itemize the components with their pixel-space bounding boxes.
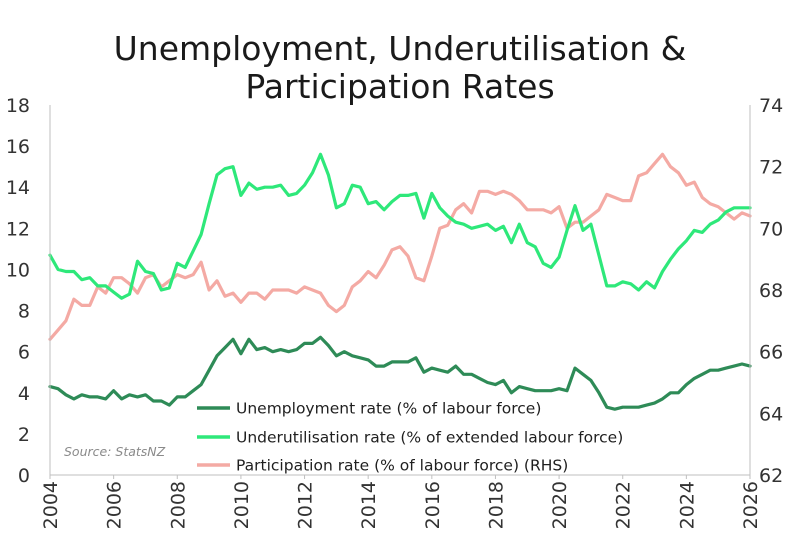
- y2-tick-label: 74: [759, 95, 783, 117]
- legend-label-2: Participation rate (% of labour force) (…: [236, 457, 568, 475]
- y-tick-label: 12: [6, 218, 30, 240]
- x-tick-label: 2004: [40, 481, 62, 529]
- y-tick-label: 0: [18, 465, 30, 487]
- x-tick-label: 2006: [104, 481, 126, 529]
- y2-tick-label: 68: [759, 280, 783, 302]
- y2-tick-label: 70: [759, 218, 783, 240]
- x-tick-label: 2018: [485, 481, 507, 529]
- x-tick-label: 2022: [613, 481, 635, 529]
- y2-tick-label: 62: [759, 465, 783, 487]
- x-tick-label: 2016: [422, 481, 444, 529]
- y-tick-label: 14: [6, 177, 30, 199]
- legend: Unemployment rate (% of labour force) Und…: [197, 400, 623, 475]
- x-tick-label: 2010: [231, 481, 253, 529]
- y-tick-label: 2: [18, 424, 30, 446]
- y-tick-label: 10: [6, 259, 30, 281]
- chart-title-line-1: Unemployment, Underutilisation &: [113, 29, 687, 68]
- x-tick-label: 2008: [167, 481, 189, 529]
- plot-lines: [48, 152, 752, 411]
- y-tick-label: 4: [18, 383, 30, 405]
- y2-tick-label: 64: [759, 403, 783, 425]
- x-tick-label: 2020: [549, 481, 571, 529]
- series-line-1: [48, 152, 752, 300]
- x-tick-label: 2026: [740, 481, 762, 529]
- y2-tick-label: 72: [759, 157, 783, 179]
- source-note: Source: StatsNZ: [64, 444, 166, 459]
- chart-title-line-2: Participation Rates: [245, 67, 555, 106]
- y-tick-label: 6: [18, 342, 30, 364]
- x-tick-label: 2024: [676, 481, 698, 529]
- y2-tick-label: 66: [759, 342, 783, 364]
- legend-label-1: Underutilisation rate (% of extended lab…: [236, 429, 623, 447]
- y-tick-label: 8: [18, 301, 30, 323]
- x-tick-label: 2012: [295, 481, 317, 529]
- x-tick-label: 2014: [358, 481, 380, 529]
- legend-label-0: Unemployment rate (% of labour force): [236, 400, 541, 418]
- series-line-0: [48, 335, 752, 411]
- y-tick-label: 18: [6, 95, 30, 117]
- series-line-2: [48, 152, 752, 341]
- y-tick-label: 16: [6, 136, 30, 158]
